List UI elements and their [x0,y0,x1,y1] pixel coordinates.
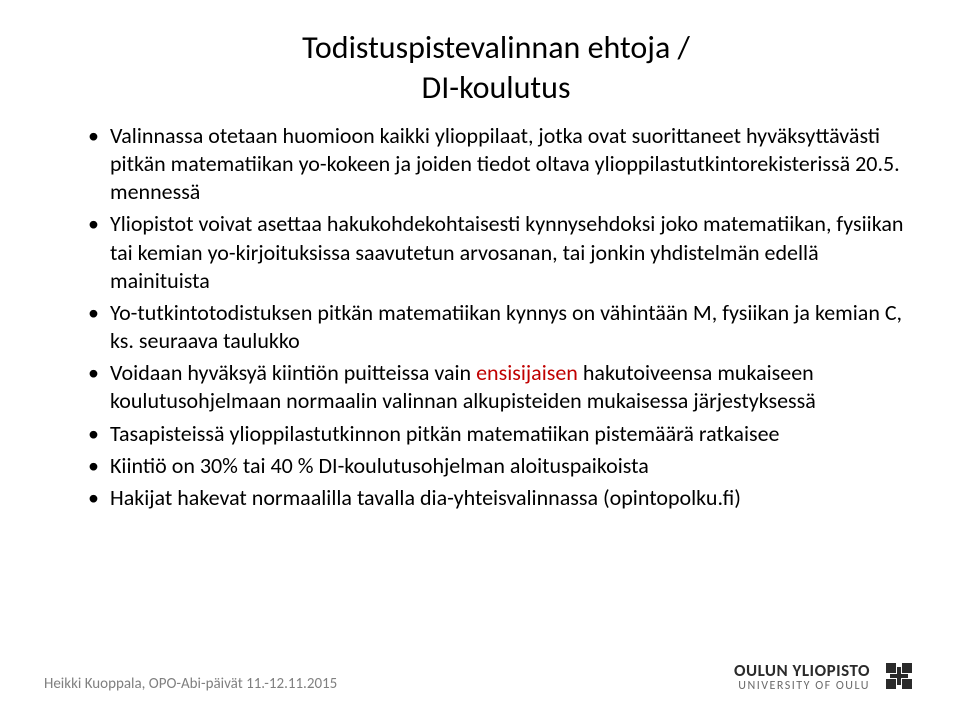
logo-name-fi: OULUN YLIOPISTO [734,662,870,680]
logo-name-en: UNIVERSITY OF OULU [734,680,870,693]
bullet-text: Voidaan hyväksyä kiintiön puitteissa vai… [110,359,476,386]
bullet-item: Voidaan hyväksyä kiintiön puitteissa vai… [88,359,904,415]
bullet-text: Valinnassa otetaan huomioon kaikki yliop… [110,122,900,205]
bullet-item: Tasapisteissä ylioppilastutkinnon pitkän… [88,420,904,448]
slide-title: Todistuspistevalinnan ehtoja / DI-koulut… [88,28,904,108]
bullet-text: Hakijat hakevat normaalilla tavalla dia-… [110,484,741,511]
bullet-item: Valinnassa otetaan huomioon kaikki yliop… [88,122,904,206]
bullet-list: Valinnassa otetaan huomioon kaikki yliop… [88,122,904,512]
title-line-1: Todistuspistevalinnan ehtoja / [302,28,690,67]
university-logo: OULUN YLIOPISTO UNIVERSITY OF OULU [734,657,920,697]
logo-text: OULUN YLIOPISTO UNIVERSITY OF OULU [734,662,870,692]
logo-icon [880,657,920,697]
bullet-text: Yliopistot voivat asettaa hakukohdekohta… [110,210,525,237]
footer-text: Heikki Kuoppala, OPO-Abi-päivät 11.-12.1… [44,675,337,693]
bullet-item: Hakijat hakevat normaalilla tavalla dia-… [88,484,904,512]
bullet-item: Yo-tutkintotodistuksen pitkän matematiik… [88,299,904,355]
slide: Todistuspistevalinnan ehtoja / DI-koulut… [0,0,960,715]
bullet-text: Tasapisteissä ylioppilastutkinnon pitkän… [110,420,780,447]
keyword: kynnysehdoksi [525,210,660,237]
bullet-text: Yo-tutkintotodistuksen pitkän matematiik… [110,299,902,354]
bullet-item: Kiintiö on 30% tai 40 % DI-koulutusohjel… [88,452,904,480]
highlighted-word: ensisijaisen [476,359,583,386]
bullet-text: Kiintiö on 30% tai 40 % DI-koulutusohjel… [110,452,649,479]
bullet-item: Yliopistot voivat asettaa hakukohdekohta… [88,210,904,294]
title-line-2: DI-koulutus [422,68,571,107]
